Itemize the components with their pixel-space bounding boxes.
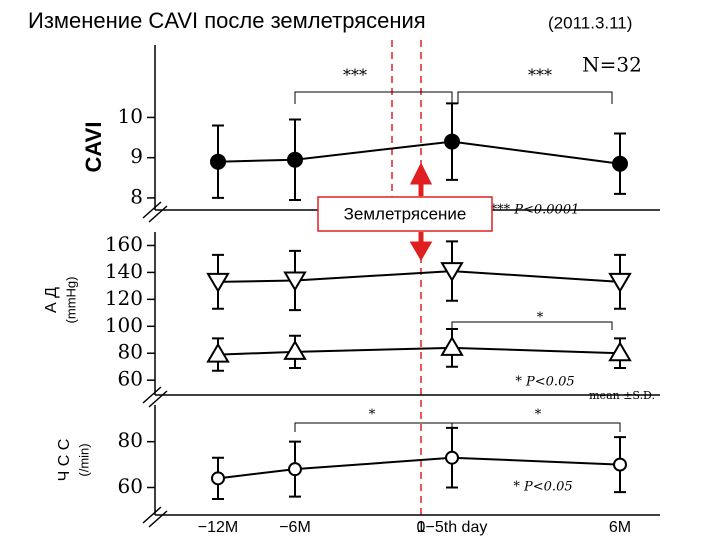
y-axis-label: CAVI <box>81 122 106 173</box>
marker <box>288 462 302 477</box>
marker <box>206 342 230 363</box>
y-tick-label: 10 <box>118 104 143 128</box>
y-tick-label: 9 <box>130 144 143 168</box>
y-axis-unit: (mmHg) <box>63 277 78 324</box>
annotation: *** P<0.0001 <box>491 203 580 218</box>
event-box <box>317 196 493 232</box>
bracket <box>451 321 613 330</box>
event-label: Землетрясение <box>344 204 467 223</box>
series-line <box>217 140 621 165</box>
marker <box>283 271 307 292</box>
y-tick-label: 120 <box>105 286 143 310</box>
y-tick-label: 160 <box>105 232 143 256</box>
y-axis-label: А Д <box>43 287 60 313</box>
marker <box>612 155 628 172</box>
x-tick-label: 1−5th day <box>417 519 488 536</box>
annotation: * <box>537 311 544 326</box>
annotation: * <box>535 408 542 423</box>
annotation: *** <box>343 66 367 85</box>
note: mean ±S.D. <box>589 389 655 402</box>
y-tick-label: 100 <box>105 313 143 337</box>
marker <box>210 153 226 170</box>
marker <box>440 335 464 356</box>
x-tick-label: −6M <box>279 519 311 536</box>
marker <box>440 262 464 283</box>
marker <box>287 151 303 168</box>
annotation: *** <box>528 66 552 85</box>
x-tick-label: −12M <box>198 519 238 536</box>
y-tick-label: 140 <box>105 259 143 283</box>
axis-break <box>142 506 168 528</box>
annotation: * <box>369 408 376 423</box>
marker <box>206 272 230 293</box>
y-tick-label: 8 <box>130 184 143 208</box>
marker <box>283 339 307 360</box>
marker <box>613 457 627 472</box>
annotation: * P<0.05 <box>515 375 574 390</box>
axis-break <box>142 386 168 408</box>
chart-title-date: (2011.3.11) <box>548 13 632 32</box>
marker <box>211 471 225 486</box>
y-tick-label: 80 <box>118 428 143 452</box>
bracket <box>457 91 613 104</box>
y-axis-label: Ч С С <box>56 439 73 482</box>
x-tick-label: 6M <box>609 519 631 536</box>
annotation: N=32 <box>582 53 642 77</box>
bracket <box>294 422 453 432</box>
arrow <box>409 162 433 196</box>
y-axis-unit: (/min) <box>76 443 91 476</box>
y-tick-label: 60 <box>118 367 143 391</box>
series-line <box>217 270 621 283</box>
marker <box>608 272 632 293</box>
marker <box>444 133 460 150</box>
event-zero: 0 <box>417 519 426 536</box>
axis-break <box>142 201 168 223</box>
marker <box>445 450 459 465</box>
y-tick-label: 60 <box>118 474 143 498</box>
chart-title: Изменение CAVI после землетрясения <box>28 8 426 33</box>
series-line <box>217 456 621 480</box>
y-tick-label: 80 <box>118 340 143 364</box>
bracket <box>451 422 621 432</box>
series-line <box>217 346 621 356</box>
marker <box>608 341 632 362</box>
arrow <box>409 232 433 261</box>
annotation: * P<0.05 <box>513 480 572 495</box>
bracket <box>294 91 453 104</box>
